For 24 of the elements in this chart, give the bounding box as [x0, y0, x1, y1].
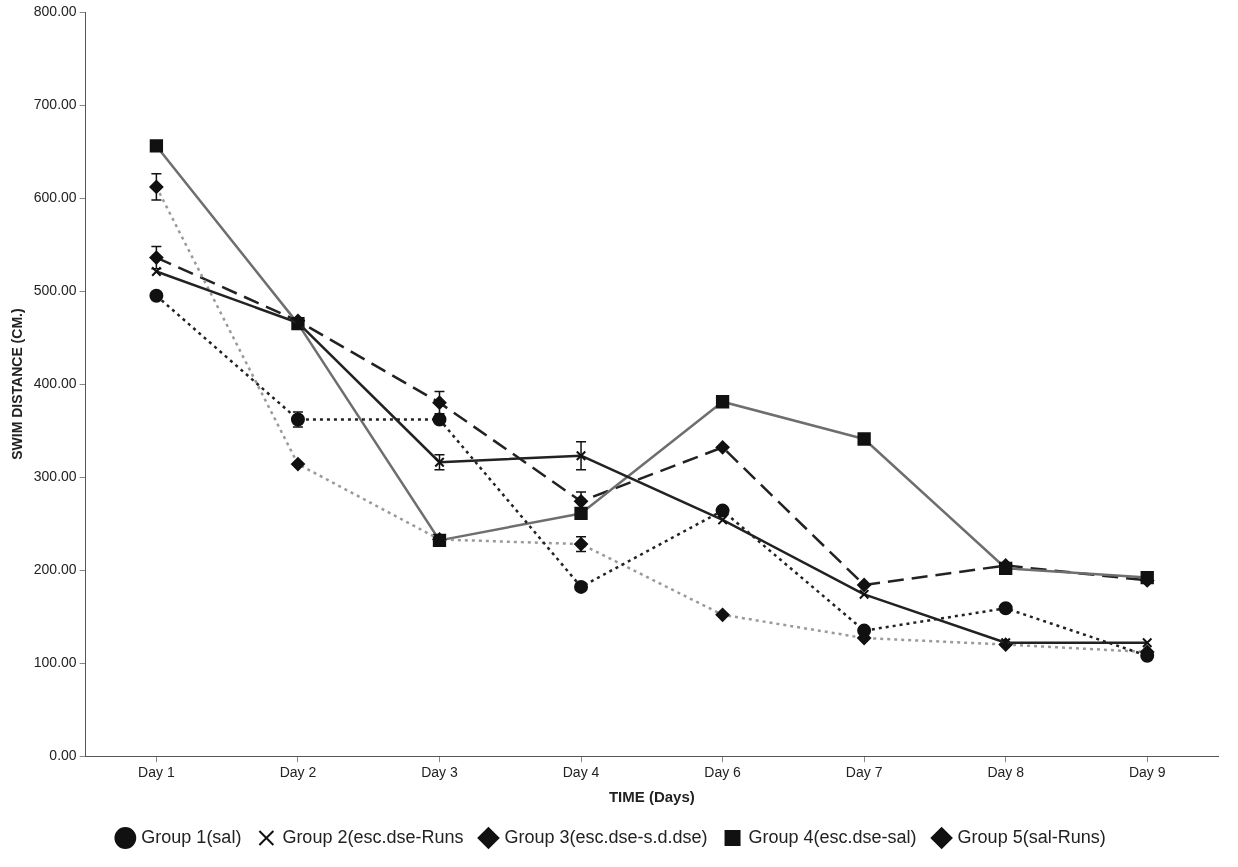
y-tick-label: 600.00	[33, 188, 77, 205]
y-tick-label: 700.00	[33, 95, 77, 112]
x-axis-title: TIME (Days)	[608, 788, 695, 806]
x-tick-label: Day 8	[987, 764, 1025, 781]
legend-label: Group 3(esc.dse-s.d.dse)	[504, 826, 708, 847]
x-tick-label: Day 6	[704, 764, 742, 781]
legend-label: Group 4(esc.dse-sal)	[748, 826, 917, 847]
x-tick-label: Day 7	[845, 764, 883, 781]
y-tick-label: 400.00	[33, 374, 77, 391]
y-tick-label: 300.00	[33, 467, 77, 484]
y-tick-label: 800.00	[33, 2, 77, 19]
y-tick-label: 200.00	[33, 561, 77, 578]
legend-label: Group 2(esc.dse-Runs	[282, 826, 464, 847]
x-tick-label: Day 1	[138, 764, 175, 781]
y-tick-label: 500.00	[33, 281, 77, 298]
x-tick-label: Day 2	[279, 764, 317, 781]
x-tick-label: Day 4	[562, 764, 600, 781]
legend-label: Group 5(sal-Runs)	[957, 826, 1106, 847]
y-axis-title: SWIM DISTANCE (CM.)	[9, 308, 26, 460]
y-tick-label: 0.00	[49, 747, 77, 764]
x-tick-label: Day 9	[1128, 764, 1166, 781]
y-tick-label: 100.00	[33, 654, 77, 671]
legend-label: Group 1(sal)	[141, 826, 242, 847]
x-tick-label: Day 3	[421, 764, 458, 781]
